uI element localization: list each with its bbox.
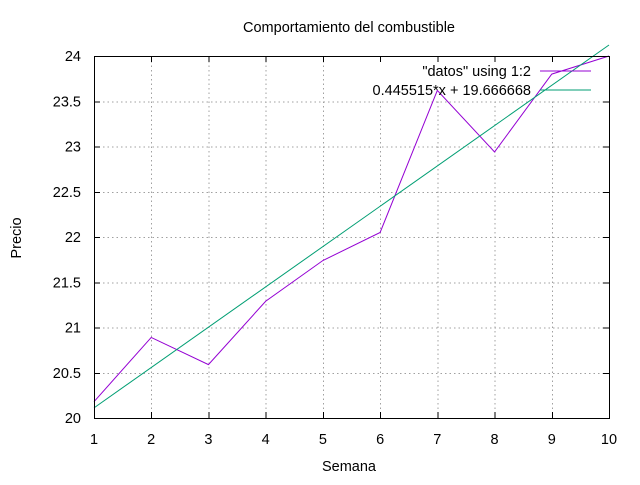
x-tick-label: 4	[262, 432, 270, 448]
x-tick-label: 6	[376, 432, 384, 448]
legend-label: 0.445515*x + 19.666668	[373, 83, 531, 99]
series-datos-line	[93, 55, 610, 403]
x-tick-label: 3	[204, 432, 212, 448]
chart-title: Comportamiento del combustible	[243, 20, 455, 36]
y-tick-label: 22.5	[53, 185, 81, 201]
y-axis-label: Precio	[9, 217, 25, 258]
x-tick-label: 10	[601, 432, 617, 448]
y-tick-label: 23.5	[53, 94, 81, 110]
grid	[94, 56, 609, 418]
series-fit-line	[93, 44, 610, 409]
x-tick-label: 1	[90, 432, 98, 448]
y-tick-label: 20	[65, 411, 81, 427]
x-tick-label: 2	[147, 432, 155, 448]
y-tick-label: 22	[65, 230, 81, 246]
plot-frame	[94, 56, 610, 419]
legend: "datos" using 1:2 0.445515*x + 19.666668	[373, 64, 591, 99]
x-tick-label: 5	[319, 432, 327, 448]
y-tick-label: 21.5	[53, 275, 81, 291]
y-tick-label: 21	[65, 321, 81, 337]
x-axis-label: Semana	[322, 459, 377, 475]
y-tick-label: 20.5	[53, 366, 81, 382]
x-tick-label: 9	[548, 432, 556, 448]
series-group	[93, 44, 610, 409]
x-tick-label: 8	[491, 432, 499, 448]
y-tick-label: 23	[65, 140, 81, 156]
y-tick-label: 24	[65, 49, 81, 65]
legend-label: "datos" using 1:2	[422, 64, 531, 80]
x-tick-label: 7	[433, 432, 441, 448]
